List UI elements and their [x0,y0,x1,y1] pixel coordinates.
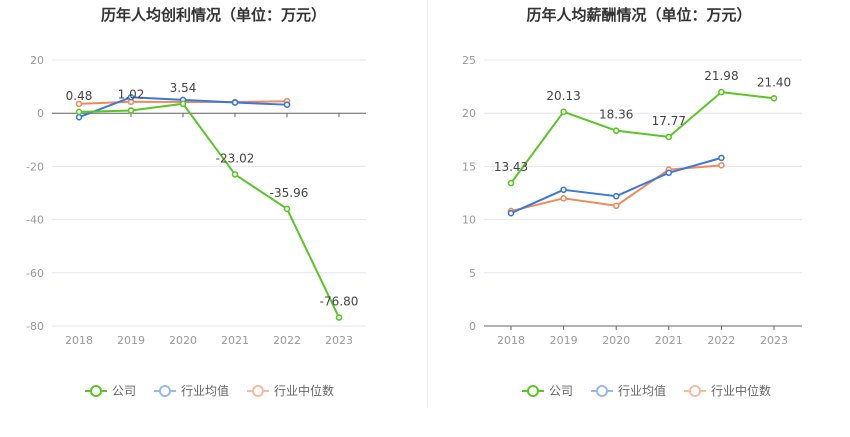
series-line-company [78,102,340,318]
data-label: 18.36 [599,108,633,122]
data-point-industry-median [75,100,83,108]
y-tick-label: 0 [37,107,44,120]
data-label: 13.43 [494,160,528,174]
x-tick-label: 2021 [221,334,249,347]
legend-label-industry-avg: 行业均值 [618,384,667,398]
chart-title-salary: 历年人均薪酬情况（单位：万元） [526,6,752,24]
data-point-industry-avg [507,209,515,217]
x-tick-label: 2021 [655,334,683,347]
data-label: -76.80 [320,294,359,308]
legend-item-industry-median[interactable]: 行业中位数 [247,382,334,399]
data-point-company [665,133,673,141]
y-tick-label: 0 [469,320,476,333]
legend-swatch-company [522,384,544,397]
data-point-company [507,179,515,187]
data-point-company [179,100,187,108]
x-tick-label: 2020 [602,334,630,347]
data-label: 0.48 [66,89,93,103]
data-point-industry-avg [283,101,291,108]
x-tick-label: 2022 [273,334,301,347]
legend-label-company: 公司 [549,384,574,398]
y-tick-label: 20 [462,107,476,120]
y-tick-label: 10 [462,214,476,227]
y-tick-label: -80 [26,320,44,333]
data-point-company [335,314,343,321]
y-tick-label: 25 [462,54,476,67]
legend-salary: 公司 行业均值 行业中位数 [522,382,771,399]
x-tick-label: 2019 [550,334,578,347]
x-tick-label: 2022 [707,334,735,347]
legend-label-company: 公司 [112,384,137,398]
profit-line-chart: 20 0 -20 -40 -60 -80 2018 2019 2020 2021 2022 2023 0… [26,54,366,347]
data-label: 1.02 [118,87,145,101]
salary-line-chart: 25 20 15 10 5 0 2018 2019 2020 2021 2022 2023 13.43 2… [462,54,802,347]
data-label: 17.77 [652,114,686,128]
data-point-company [718,88,725,96]
series-line-company [510,91,775,184]
x-tick-label: 2020 [169,334,197,347]
data-point-industry-avg [665,169,673,177]
data-point-company [770,95,778,102]
y-tick-label: -60 [26,267,44,280]
legend-item-industry-median[interactable]: 行业中位数 [684,382,771,399]
data-point-industry-avg [231,99,239,106]
y-tick-label: 5 [469,267,476,280]
data-label: 21.98 [704,69,738,83]
legend-swatch-company [85,384,107,397]
x-tick-label: 2023 [760,334,788,347]
data-point-industry-median [560,195,567,202]
data-point-industry-avg [718,154,725,162]
data-point-company [75,108,83,116]
data-label: -23.02 [216,151,255,165]
legend-label-industry-median: 行业中位数 [711,384,772,398]
data-point-industry-avg [127,93,135,101]
x-tick-label: 2018 [65,334,93,347]
data-label: 3.54 [170,81,197,95]
data-label: -35.96 [270,186,309,200]
x-tick-label: 2023 [325,334,353,347]
data-point-company [127,107,135,114]
data-point-company [612,127,620,134]
data-point-company [283,205,291,213]
data-point-industry-avg [560,186,567,194]
x-tick-label: 2019 [117,334,145,347]
legend-item-company[interactable]: 公司 [85,382,136,399]
legend-item-company[interactable]: 公司 [522,382,573,399]
data-point-industry-avg [75,113,83,121]
legend-swatch-industry-median [247,384,270,397]
y-tick-label: 20 [30,54,44,67]
legend-label-industry-median: 行业中位数 [274,384,335,398]
legend-swatch-industry-avg [154,384,177,397]
y-tick-label: 15 [462,160,476,173]
data-label: 21.40 [757,75,791,89]
legend-swatch-industry-median [684,384,707,397]
data-point-industry-median [718,162,725,169]
x-tick-label: 2018 [497,334,525,347]
legend-item-industry-avg[interactable]: 行业均值 [591,382,666,399]
chart-title-profit: 历年人均创利情况（单位：万元） [100,6,326,24]
y-tick-label: -40 [26,214,44,227]
legend-label-industry-avg: 行业均值 [181,384,230,398]
data-point-company [231,171,239,178]
legend-item-industry-avg[interactable]: 行业均值 [154,382,229,399]
data-label: 20.13 [546,89,580,103]
legend-profit: 公司 行业均值 行业中位数 [85,382,334,399]
legend-swatch-industry-avg [591,384,614,397]
data-point-industry-median [612,202,620,210]
chart-divider [427,0,428,408]
data-point-industry-avg [612,192,620,200]
data-point-company [560,108,567,116]
y-tick-label: -20 [26,160,44,173]
